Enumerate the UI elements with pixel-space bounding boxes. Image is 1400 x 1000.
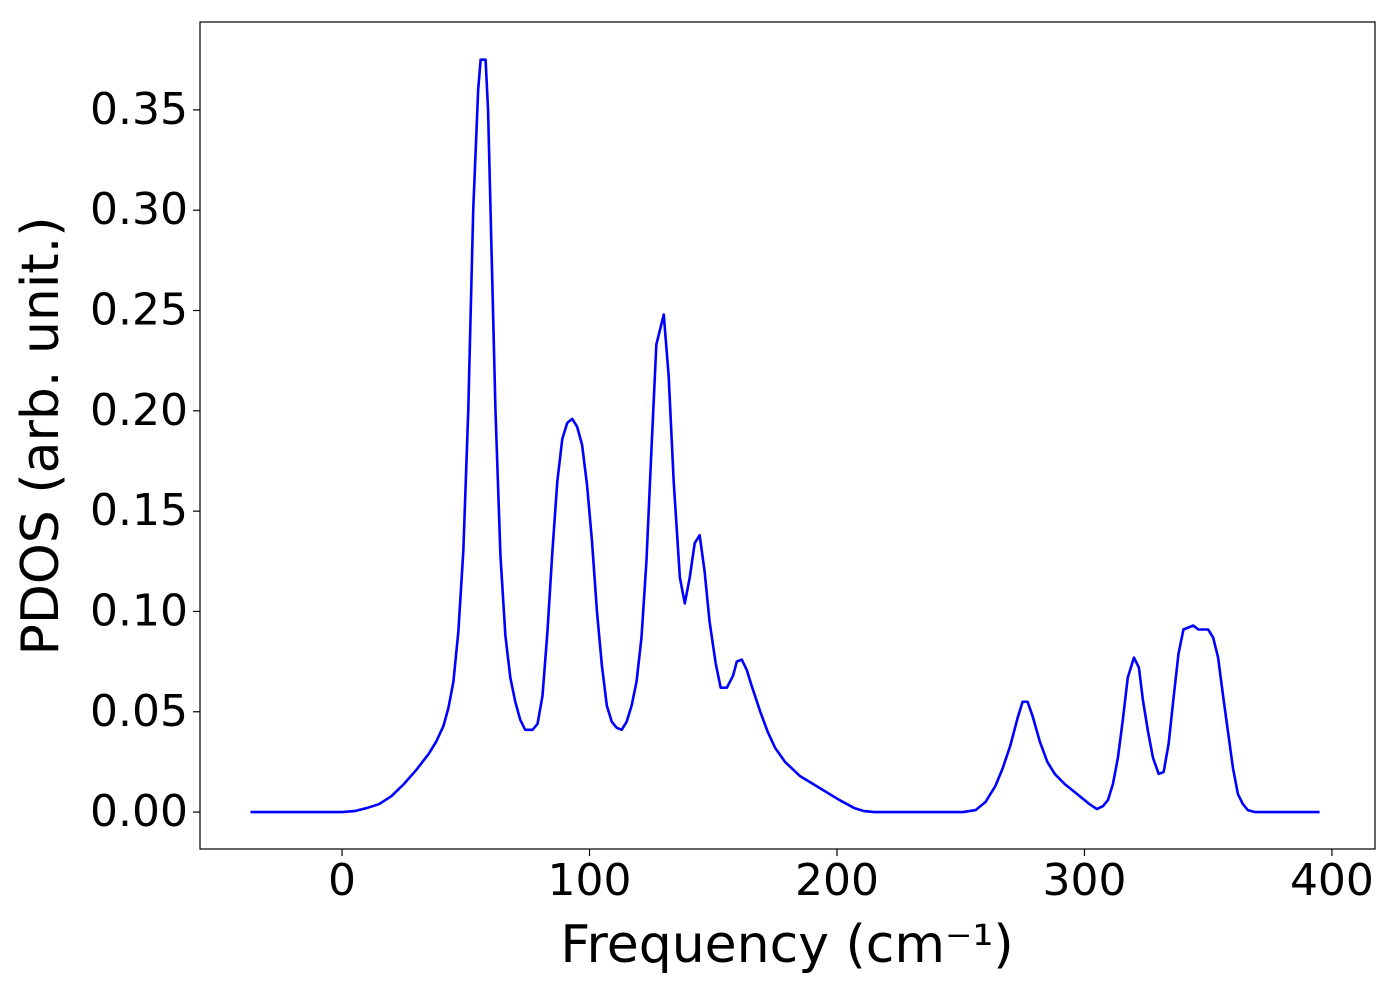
y-tick-label: 0.30: [90, 184, 188, 235]
x-tick-label: 200: [795, 855, 879, 906]
y-tick-label: 0.35: [90, 84, 188, 135]
x-axis-label: Frequency (cm⁻¹): [560, 915, 1013, 975]
pdos-line: [250, 58, 1320, 814]
y-tick-label: 0.00: [90, 786, 188, 837]
plot-frame: [199, 21, 1376, 850]
x-tick-label: 400: [1290, 855, 1374, 906]
y-tick-label: 0.10: [90, 585, 188, 636]
x-tick-label: 100: [548, 855, 632, 906]
y-axis-label: PDOS (arb. unit.): [11, 216, 71, 655]
x-tick-label: 300: [1042, 855, 1126, 906]
y-tick-label: 0.25: [90, 285, 188, 336]
y-tick-label: 0.20: [90, 385, 188, 436]
y-tick-label: 0.15: [90, 485, 188, 536]
x-tick-label: 0: [328, 855, 356, 906]
y-tick-label: 0.05: [90, 686, 188, 737]
